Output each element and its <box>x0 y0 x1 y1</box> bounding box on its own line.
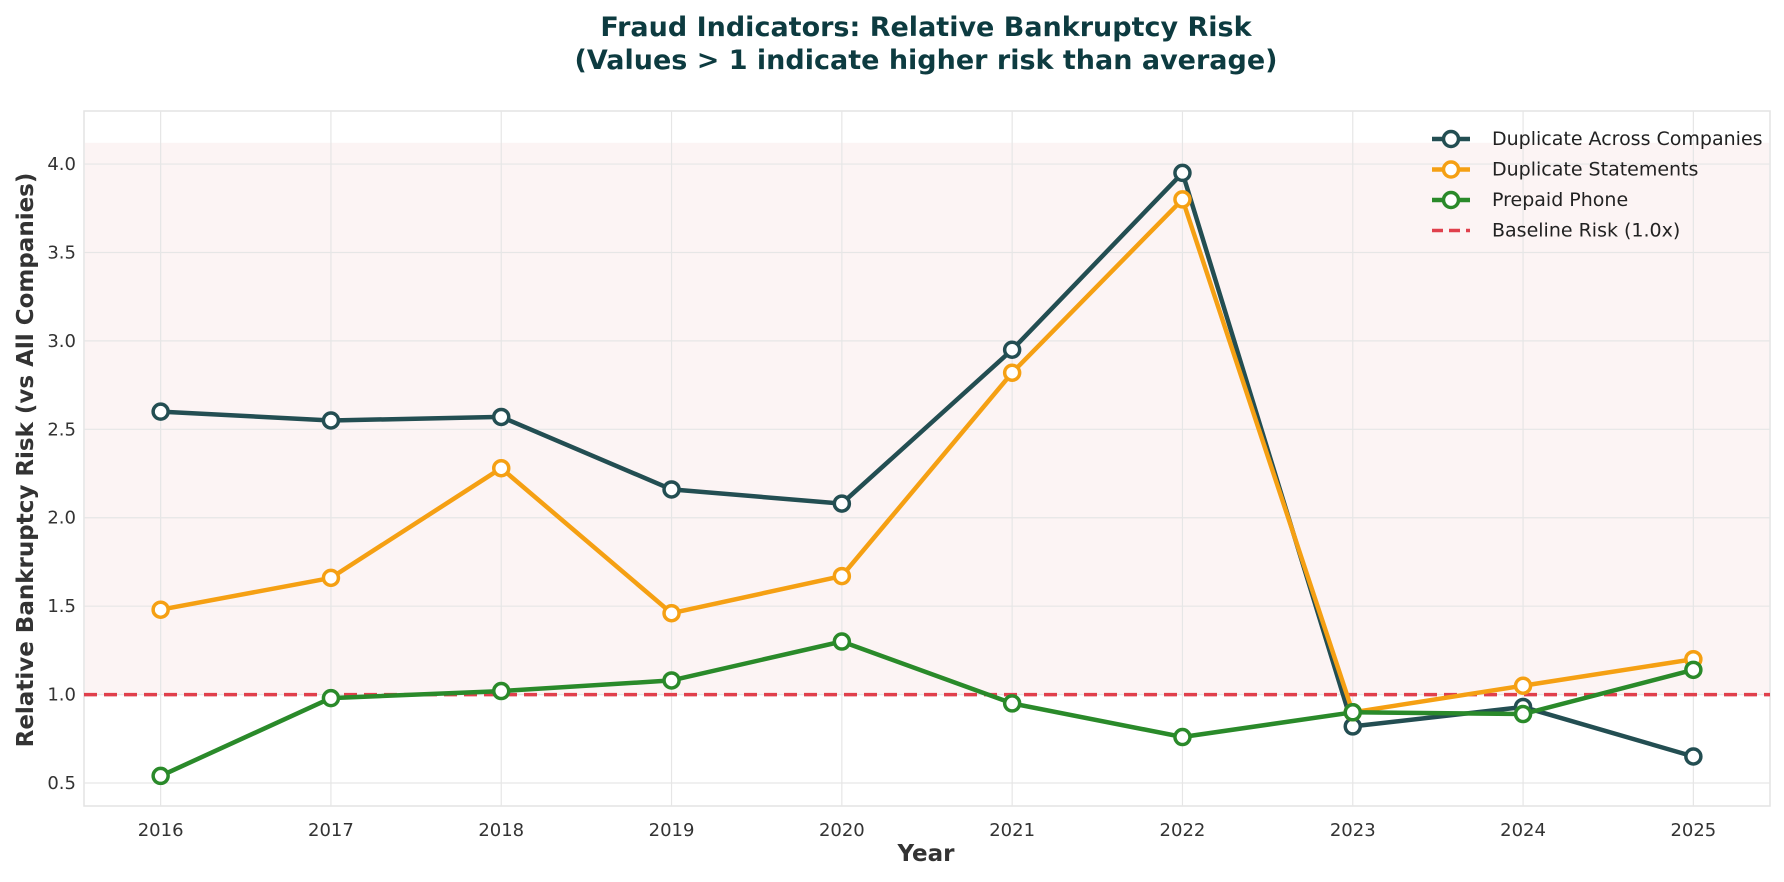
y-tick-label-2.5: 2.5 <box>47 419 76 440</box>
point-duplicate-across-companies-2025 <box>1686 749 1701 764</box>
point-duplicate-across-companies-2017 <box>323 413 338 428</box>
point-duplicate-statements-2017 <box>323 570 338 585</box>
point-prepaid-phone-2019 <box>664 673 679 688</box>
y-tick-label-4.0: 4.0 <box>47 154 76 175</box>
line-chart: 2016 2017 2018 2019 2020 2021 2022 2023 2024 2025… <box>0 0 1784 882</box>
chart-title-line-2: (Values > 1 indicate higher risk than av… <box>574 45 1277 76</box>
x-tick-label-2020: 2020 <box>819 820 865 841</box>
point-duplicate-statements-2021 <box>1005 365 1020 380</box>
point-prepaid-phone-2017 <box>323 691 338 706</box>
point-duplicate-across-companies-2022 <box>1175 165 1190 180</box>
x-tick-label-2023: 2023 <box>1330 820 1376 841</box>
x-tick-label-2025: 2025 <box>1670 820 1716 841</box>
point-duplicate-across-companies-2019 <box>664 482 679 497</box>
point-duplicate-statements-2018 <box>494 461 509 476</box>
y-tick-label-0.5: 0.5 <box>47 773 76 794</box>
point-prepaid-phone-2018 <box>494 684 509 699</box>
x-tick-label-2022: 2022 <box>1160 820 1206 841</box>
legend-marker-duplicate-statements <box>1444 162 1459 177</box>
x-axis-label: Year <box>896 841 955 867</box>
y-tick-label-2.0: 2.0 <box>47 508 76 529</box>
point-prepaid-phone-2022 <box>1175 730 1190 745</box>
x-tick-label-2017: 2017 <box>308 820 354 841</box>
legend-label-baseline-risk-1-0x-: Baseline Risk (1.0x) <box>1492 220 1680 242</box>
y-tick-label-1.5: 1.5 <box>47 596 76 617</box>
point-prepaid-phone-2020 <box>834 634 849 649</box>
point-prepaid-phone-2025 <box>1686 662 1701 677</box>
x-tick-label-2024: 2024 <box>1500 820 1546 841</box>
legend-marker-duplicate-across-companies <box>1444 132 1459 147</box>
y-tick-label-3.0: 3.0 <box>47 331 76 352</box>
legend-label-prepaid-phone: Prepaid Phone <box>1492 189 1628 211</box>
point-duplicate-statements-2024 <box>1516 678 1531 693</box>
y-tick-label-3.5: 3.5 <box>47 242 76 263</box>
point-duplicate-statements-2016 <box>153 602 168 617</box>
point-duplicate-statements-2022 <box>1175 192 1190 207</box>
x-tick-label-2018: 2018 <box>478 820 524 841</box>
point-prepaid-phone-2021 <box>1005 696 1020 711</box>
legend-marker-prepaid-phone <box>1444 193 1459 208</box>
point-prepaid-phone-2023 <box>1345 705 1360 720</box>
point-duplicate-across-companies-2021 <box>1005 342 1020 357</box>
y-tick-label-1.0: 1.0 <box>47 685 76 706</box>
point-duplicate-statements-2019 <box>664 606 679 621</box>
x-tick-label-2019: 2019 <box>649 820 695 841</box>
point-duplicate-across-companies-2016 <box>153 404 168 419</box>
point-duplicate-across-companies-2018 <box>494 409 509 424</box>
point-prepaid-phone-2024 <box>1516 707 1531 722</box>
x-tick-label-2021: 2021 <box>989 820 1035 841</box>
chart-title-line-1: Fraud Indicators: Relative Bankruptcy Ri… <box>600 12 1252 43</box>
y-axis-label: Relative Bankruptcy Risk (vs All Compani… <box>13 173 39 748</box>
legend-label-duplicate-statements: Duplicate Statements <box>1492 159 1698 181</box>
point-duplicate-statements-2020 <box>834 569 849 584</box>
legend-label-duplicate-across-companies: Duplicate Across Companies <box>1492 128 1763 150</box>
point-prepaid-phone-2016 <box>153 768 168 783</box>
chart-root: 2016 2017 2018 2019 2020 2021 2022 2023 2024 2025… <box>0 0 1784 882</box>
point-duplicate-across-companies-2020 <box>834 496 849 511</box>
x-tick-label-2016: 2016 <box>138 820 184 841</box>
